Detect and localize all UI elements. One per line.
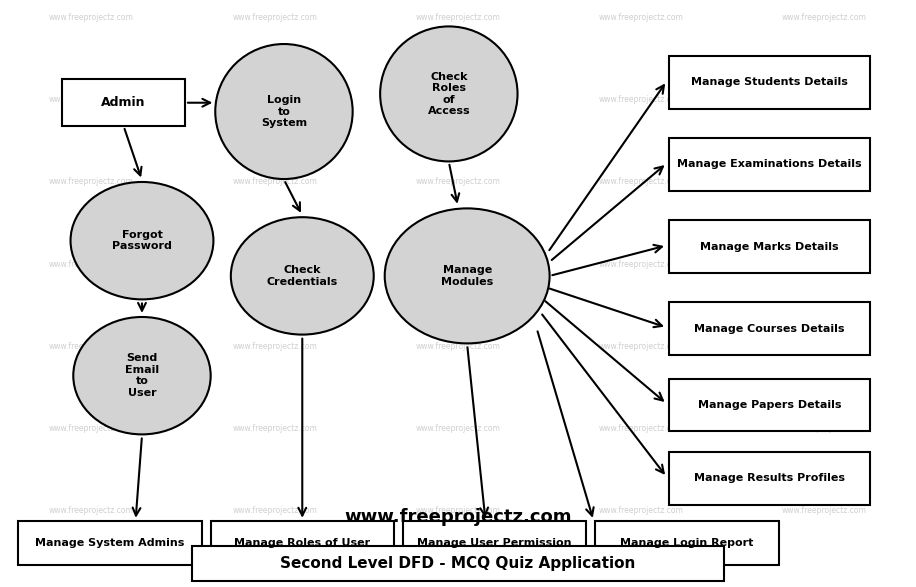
Text: www.freeprojectz.com: www.freeprojectz.com bbox=[49, 13, 134, 22]
Text: Manage Results Profiles: Manage Results Profiles bbox=[694, 473, 845, 484]
Text: Manage
Modules: Manage Modules bbox=[441, 265, 494, 286]
Text: Send
Email
to
User: Send Email to User bbox=[125, 353, 159, 398]
Text: www.freeprojectz.com: www.freeprojectz.com bbox=[599, 424, 683, 433]
Text: Check
Credentials: Check Credentials bbox=[267, 265, 338, 286]
Text: www.freeprojectz.com: www.freeprojectz.com bbox=[233, 259, 317, 269]
Text: www.freeprojectz.com: www.freeprojectz.com bbox=[49, 259, 134, 269]
Bar bbox=[403, 521, 586, 565]
Text: www.freeprojectz.com: www.freeprojectz.com bbox=[416, 13, 500, 22]
Text: www.freeprojectz.com: www.freeprojectz.com bbox=[599, 342, 683, 351]
Text: www.freeprojectz.com: www.freeprojectz.com bbox=[49, 424, 134, 433]
Text: Admin: Admin bbox=[102, 96, 146, 109]
Text: www.freeprojectz.com: www.freeprojectz.com bbox=[49, 506, 134, 515]
Bar bbox=[595, 521, 779, 565]
Text: www.freeprojectz.com: www.freeprojectz.com bbox=[233, 177, 317, 187]
Text: Manage Login Report: Manage Login Report bbox=[620, 538, 754, 548]
Ellipse shape bbox=[380, 26, 518, 161]
Bar bbox=[62, 79, 185, 126]
Ellipse shape bbox=[215, 44, 353, 179]
Text: www.freeprojectz.com: www.freeprojectz.com bbox=[233, 424, 317, 433]
Text: www.freeprojectz.com: www.freeprojectz.com bbox=[599, 177, 683, 187]
Text: www.freeprojectz.com: www.freeprojectz.com bbox=[599, 259, 683, 269]
Text: www.freeprojectz.com: www.freeprojectz.com bbox=[49, 177, 134, 187]
Text: www.freeprojectz.com: www.freeprojectz.com bbox=[233, 506, 317, 515]
Text: www.freeprojectz.com: www.freeprojectz.com bbox=[782, 424, 867, 433]
Bar bbox=[669, 56, 870, 109]
Text: Forgot
Password: Forgot Password bbox=[112, 230, 172, 251]
Text: www.freeprojectz.com: www.freeprojectz.com bbox=[782, 95, 867, 104]
Text: Manage System Admins: Manage System Admins bbox=[35, 538, 185, 548]
Text: www.freeprojectz.com: www.freeprojectz.com bbox=[344, 508, 572, 525]
Bar bbox=[669, 220, 870, 273]
Text: www.freeprojectz.com: www.freeprojectz.com bbox=[233, 13, 317, 22]
Text: www.freeprojectz.com: www.freeprojectz.com bbox=[782, 506, 867, 515]
Bar bbox=[669, 138, 870, 191]
Ellipse shape bbox=[231, 217, 374, 335]
Text: www.freeprojectz.com: www.freeprojectz.com bbox=[416, 177, 500, 187]
Text: www.freeprojectz.com: www.freeprojectz.com bbox=[599, 95, 683, 104]
Text: www.freeprojectz.com: www.freeprojectz.com bbox=[416, 424, 500, 433]
Text: Check
Roles
of
Access: Check Roles of Access bbox=[428, 72, 470, 116]
Ellipse shape bbox=[73, 317, 211, 434]
Text: www.freeprojectz.com: www.freeprojectz.com bbox=[416, 506, 500, 515]
Text: www.freeprojectz.com: www.freeprojectz.com bbox=[233, 342, 317, 351]
Text: Manage Papers Details: Manage Papers Details bbox=[698, 400, 841, 410]
Ellipse shape bbox=[385, 208, 550, 343]
Text: www.freeprojectz.com: www.freeprojectz.com bbox=[416, 342, 500, 351]
Text: www.freeprojectz.com: www.freeprojectz.com bbox=[782, 259, 867, 269]
Text: Login
to
System: Login to System bbox=[261, 95, 307, 128]
Text: Manage Examinations Details: Manage Examinations Details bbox=[677, 159, 862, 170]
Ellipse shape bbox=[71, 182, 213, 299]
Text: www.freeprojectz.com: www.freeprojectz.com bbox=[782, 342, 867, 351]
Bar bbox=[669, 379, 870, 431]
Bar bbox=[211, 521, 394, 565]
Text: www.freeprojectz.com: www.freeprojectz.com bbox=[49, 342, 134, 351]
Text: Manage Courses Details: Manage Courses Details bbox=[694, 323, 845, 334]
Bar bbox=[18, 521, 202, 565]
Text: www.freeprojectz.com: www.freeprojectz.com bbox=[782, 13, 867, 22]
Text: www.freeprojectz.com: www.freeprojectz.com bbox=[416, 259, 500, 269]
Text: www.freeprojectz.com: www.freeprojectz.com bbox=[599, 506, 683, 515]
Text: Manage Roles of User: Manage Roles of User bbox=[234, 538, 370, 548]
Text: www.freeprojectz.com: www.freeprojectz.com bbox=[599, 13, 683, 22]
Text: www.freeprojectz.com: www.freeprojectz.com bbox=[416, 95, 500, 104]
Text: www.freeprojectz.com: www.freeprojectz.com bbox=[233, 95, 317, 104]
Text: Manage Students Details: Manage Students Details bbox=[691, 77, 848, 87]
Bar bbox=[192, 546, 724, 581]
Text: www.freeprojectz.com: www.freeprojectz.com bbox=[49, 95, 134, 104]
Text: www.freeprojectz.com: www.freeprojectz.com bbox=[782, 177, 867, 187]
Bar bbox=[669, 452, 870, 505]
Text: Second Level DFD - MCQ Quiz Application: Second Level DFD - MCQ Quiz Application bbox=[280, 556, 636, 571]
Text: Manage Marks Details: Manage Marks Details bbox=[700, 241, 839, 252]
Text: Manage User Permission: Manage User Permission bbox=[418, 538, 572, 548]
Bar bbox=[669, 302, 870, 355]
